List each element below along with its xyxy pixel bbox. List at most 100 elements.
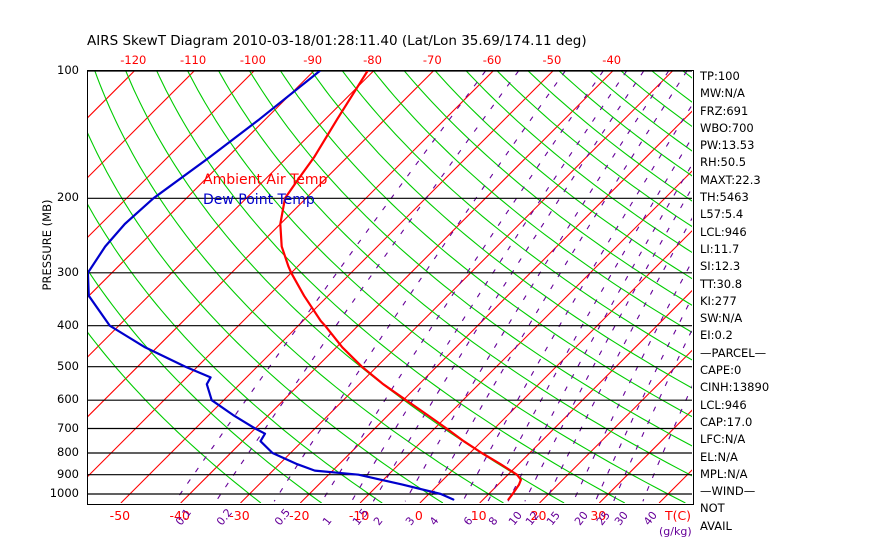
stat-line: AVAIL — [700, 518, 732, 533]
dry-adiabat-line — [88, 269, 322, 503]
stat-line: FRZ:691 — [700, 103, 749, 118]
stat-line: RH:50.5 — [700, 155, 747, 170]
sounding-stats-panel: TP:100 MW:N/A FRZ:691 WBO:700 PW:13.53 RH:50.… — [700, 68, 850, 535]
mixing-ratio-tick: 12 — [523, 508, 542, 529]
dry-adiabat-line — [434, 71, 692, 280]
stat-line: —WIND— — [700, 484, 756, 499]
mixing-ratio-tick: 6 — [460, 514, 476, 529]
bottom-temp-tick: -20 — [289, 508, 310, 523]
isotherm-line — [88, 71, 374, 358]
stat-line: EI:0.2 — [700, 328, 733, 343]
stat-line: PW:13.53 — [700, 138, 755, 153]
dry-adiabat-line — [558, 71, 692, 177]
mixing-ratio-tick: 25 — [593, 508, 613, 529]
skewt-plot-svg — [88, 71, 692, 503]
temperature-unit-label: T(C) — [664, 508, 692, 523]
isotherm-line — [88, 71, 255, 238]
dry-adiabat-line — [403, 71, 692, 306]
dry-adiabat-line — [620, 71, 692, 128]
stat-line: CINH:13890 — [700, 380, 770, 395]
stat-line: MAXT:22.3 — [700, 172, 761, 187]
isotherm-line — [299, 110, 692, 503]
stat-line: —PARCEL— — [700, 345, 767, 360]
top-temp-tick: -70 — [422, 53, 442, 67]
mixing-ratio-line — [215, 71, 519, 502]
dry-adiabat-line — [651, 71, 692, 103]
bottom-temp-tick: 20 — [530, 508, 547, 523]
dry-adiabat-line — [88, 331, 262, 503]
stat-line: EL:N/A — [700, 449, 738, 464]
stat-line: TT:30.8 — [700, 276, 743, 291]
mixing-ratio-line — [174, 71, 486, 502]
mixing-ratio-line — [613, 328, 692, 502]
isotherm-line — [88, 71, 195, 178]
mixing-ratio-tick: 30 — [611, 508, 631, 529]
stat-line: TP:100 — [700, 69, 740, 83]
dry-adiabat-line — [88, 132, 444, 503]
mixing-ratio-tick: 15 — [544, 508, 563, 529]
dry-adiabat-line — [465, 71, 692, 253]
skewt-plot-area[interactable]: Ambient Air Temp Dew Point Temp — [87, 70, 694, 505]
stat-line: MW:N/A — [700, 86, 745, 101]
mixing-ratio-axis: 0.1 0.2 0.5 1 1.5 2 3 4 6 8 10 12 15 20 25 30 40 (g/kg) — [87, 506, 707, 552]
top-temp-tick: -60 — [482, 53, 502, 67]
mixing-ratio-line — [487, 136, 692, 502]
mixing-ratio-tick: 8 — [486, 514, 501, 529]
bottom-temperature-axis: -50 -40 -30 -20 -10 0 10 20 30 T(C) — [87, 508, 694, 526]
mixing-ratio-tick: 10 — [506, 508, 526, 529]
pressure-tick: 600 — [57, 392, 79, 407]
mixing-ratio-tick: 3 — [403, 514, 418, 529]
top-temp-tick: -110 — [180, 53, 207, 67]
top-temp-tick: -100 — [239, 53, 266, 67]
bottom-temp-tick: -10 — [348, 508, 370, 523]
pressure-axis-label: PRESSURE (MB) — [40, 199, 54, 291]
top-temp-tick: -120 — [120, 53, 147, 67]
mixing-ratio-unit-label: (g/kg) — [659, 525, 692, 538]
dry-adiabat-line — [527, 71, 692, 202]
isotherm-line — [598, 409, 692, 503]
mixing-ratio-line — [351, 71, 628, 502]
stat-line: LI:11.7 — [700, 241, 740, 256]
pressure-tick: 100 — [57, 63, 79, 77]
stat-line: TH:5463 — [700, 190, 749, 205]
stat-line: CAPE:0 — [700, 363, 742, 378]
stat-line: L57:5.4 — [700, 207, 744, 222]
dry-adiabat-line — [156, 71, 626, 503]
mixing-ratio-tick: 20 — [571, 508, 591, 529]
isotherm-line — [180, 71, 614, 503]
legend-ambient-air-temp: Ambient Air Temp — [203, 172, 328, 188]
mixing-ratio-line — [462, 104, 692, 502]
mixing-ratio-line — [594, 296, 692, 502]
dry-adiabat-line — [311, 71, 692, 389]
mixing-ratio-line — [428, 71, 688, 502]
bottom-temp-tick: 30 — [590, 508, 607, 523]
dry-adiabat-line — [342, 71, 692, 361]
isotherm-line — [240, 71, 673, 503]
stat-line: SI:12.3 — [700, 259, 741, 274]
plot-legend: Ambient Air Temp Dew Point Temp — [203, 170, 327, 210]
pressure-tick: 900 — [57, 466, 79, 481]
mixing-ratio-line — [572, 260, 692, 502]
stat-line: NOT — [700, 501, 725, 516]
mixing-ratio-line — [404, 71, 670, 502]
isotherm-line — [479, 289, 692, 503]
mixing-ratio-line — [372, 71, 645, 502]
stat-line: LFC:N/A — [700, 432, 746, 447]
pressure-tick: 300 — [57, 264, 79, 279]
mixing-ratio-line — [321, 71, 604, 502]
top-temp-tick: -80 — [363, 53, 382, 67]
dry-adiabat-line — [682, 71, 692, 79]
pressure-tick: 800 — [57, 445, 79, 459]
top-temp-tick: -50 — [542, 53, 562, 67]
stat-line: CAP:17.0 — [700, 414, 753, 429]
mixing-ratio-line — [507, 163, 692, 502]
isotherm-line — [88, 71, 315, 298]
dry-adiabat-line — [589, 71, 692, 152]
isotherm-line — [539, 349, 692, 503]
legend-dew-point-temp: Dew Point Temp — [203, 192, 315, 208]
dry-adiabat-line — [373, 71, 692, 333]
dry-adiabat-line — [280, 71, 692, 418]
pressure-tick: 400 — [57, 317, 79, 332]
bottom-temp-tick: 10 — [470, 508, 487, 523]
